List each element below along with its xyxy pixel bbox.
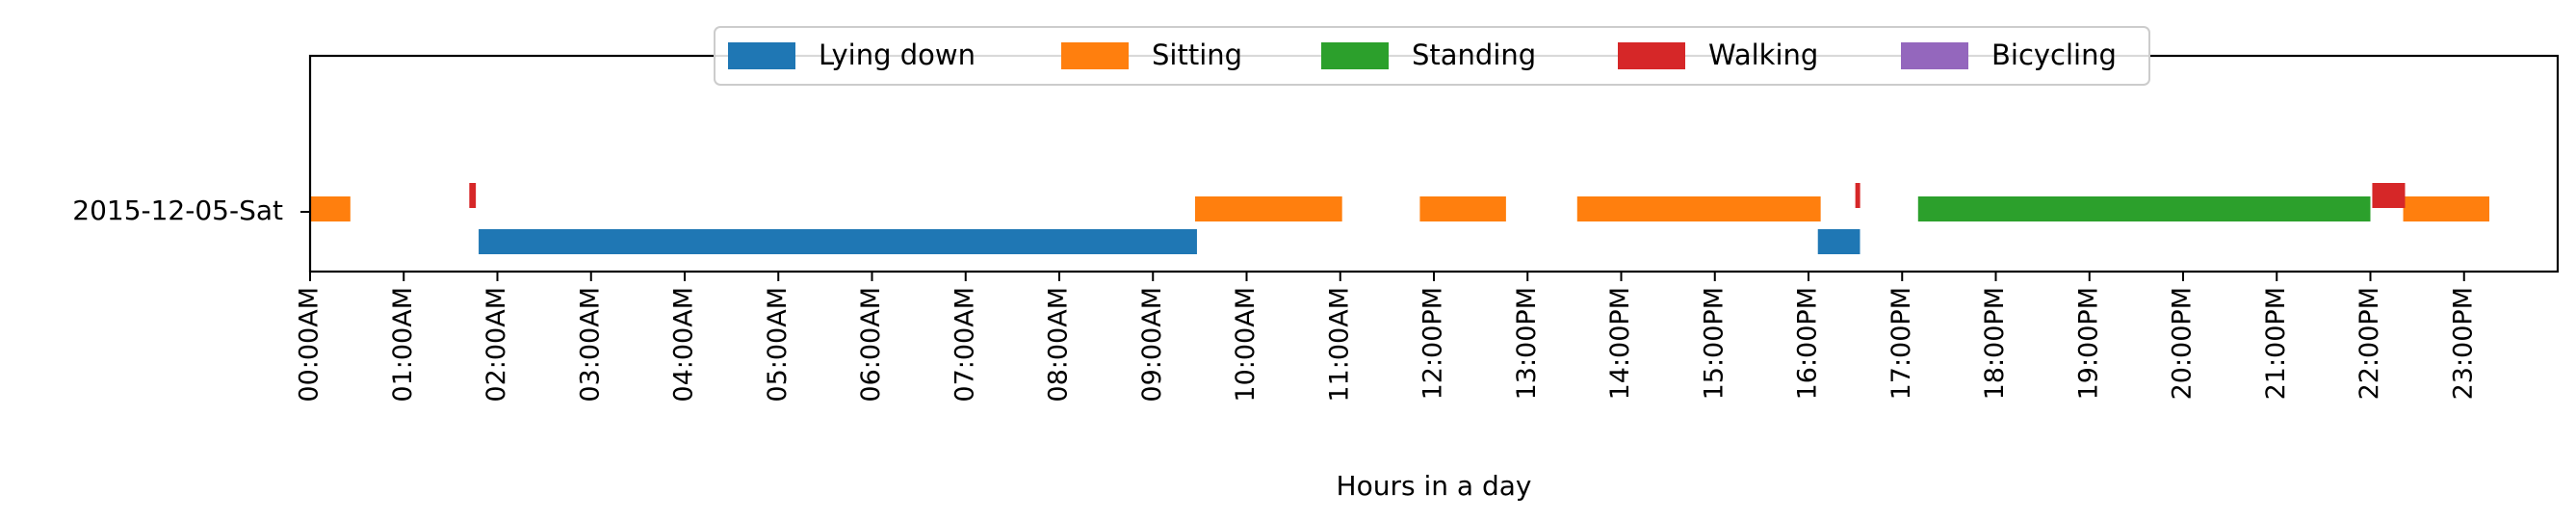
x-tick-label: 06:00AM: [856, 287, 886, 403]
legend-swatch: [1321, 42, 1389, 69]
bar-sitting-2: [1419, 196, 1506, 221]
x-tick-label: 19:00PM: [2073, 287, 2103, 400]
bar-standing-0: [1917, 196, 2371, 221]
x-tick-label: 14:00PM: [1605, 287, 1635, 400]
x-tick-label: 16:00PM: [1793, 287, 1823, 400]
legend-box: [714, 26, 2150, 86]
x-tick-label: 09:00AM: [1137, 287, 1167, 403]
x-tick-label: 12:00PM: [1418, 287, 1448, 400]
x-tick-label: 21:00PM: [2261, 287, 2291, 400]
x-tick-label: 02:00AM: [481, 287, 511, 403]
x-tick-label: 11:00AM: [1324, 287, 1354, 403]
bar-lying-down-1: [1817, 229, 1860, 254]
legend: Lying down Sitting Standing Walking Bicyclin…: [714, 26, 2150, 86]
x-axis: 00:00AM 01:00AM 02:00AM 03:00AM 04:00AM 05:00…: [295, 272, 2478, 403]
bar-walking-1: [1855, 183, 1860, 208]
x-tick-label: 01:00AM: [388, 287, 418, 403]
bar-sitting-3: [1576, 196, 1821, 221]
legend-item-walking: Walking: [1618, 39, 1818, 71]
x-tick-label: 07:00AM: [950, 287, 979, 403]
bar-sitting-4: [2403, 196, 2490, 221]
legend-swatch: [1618, 42, 1685, 69]
legend-item-standing: Standing: [1321, 39, 1536, 71]
x-tick-label: 03:00AM: [575, 287, 605, 403]
row-label: 2015-12-05-Sat: [72, 195, 283, 226]
x-axis-label: Hours in a day: [1337, 470, 1532, 502]
x-tick-label: 17:00PM: [1886, 287, 1916, 400]
x-tick-label: 22:00PM: [2355, 287, 2384, 400]
x-tick-label: 08:00AM: [1044, 287, 1074, 403]
bar-walking-0: [469, 183, 477, 208]
x-tick-label: 20:00PM: [2168, 287, 2198, 400]
bar-walking-2: [2372, 183, 2406, 208]
legend-item-bicycling: Bicycling: [1901, 39, 2117, 71]
legend-swatch: [1901, 42, 1968, 69]
bar-sitting-1: [1195, 196, 1342, 221]
legend-item-sitting: Sitting: [1061, 39, 1242, 71]
y-axis: 2015-12-05-Sat: [72, 195, 310, 226]
legend-item-lying-down: Lying down: [728, 39, 976, 71]
x-tick-label: 18:00PM: [1980, 287, 2010, 400]
x-tick-label: 13:00PM: [1512, 287, 1542, 400]
bar-sitting-0: [310, 196, 351, 221]
x-tick-label: 04:00AM: [669, 287, 699, 403]
bars-layer: [310, 183, 2490, 254]
legend-label: Standing: [1412, 39, 1536, 71]
x-tick-label: 10:00AM: [1231, 287, 1261, 403]
legend-label: Sitting: [1152, 39, 1242, 71]
bar-lying-down-0: [479, 229, 1197, 254]
legend-label: Walking: [1708, 39, 1818, 71]
legend-label: Bicycling: [1991, 39, 2117, 71]
x-tick-label: 05:00AM: [763, 287, 793, 403]
x-tick-label: 15:00PM: [1699, 287, 1729, 400]
legend-swatch: [728, 42, 795, 69]
legend-swatch: [1061, 42, 1129, 69]
legend-label: Lying down: [819, 39, 976, 71]
x-tick-label: 00:00AM: [295, 287, 325, 403]
x-tick-label: 23:00PM: [2448, 287, 2478, 400]
